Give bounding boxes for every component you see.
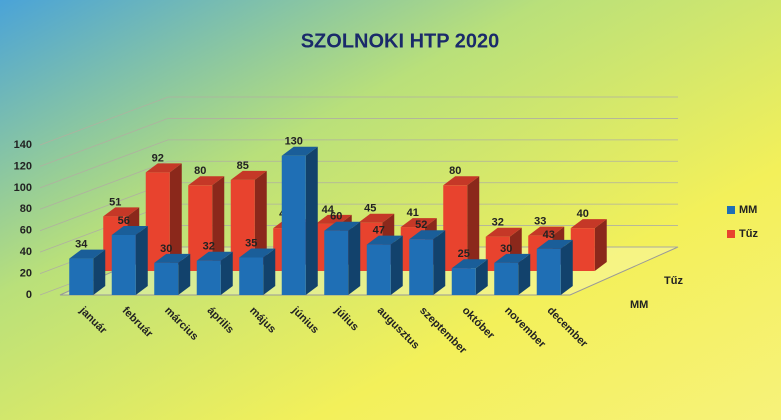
data-label: 80: [194, 165, 206, 177]
data-label: 85: [237, 160, 249, 172]
y-tick-label: 100: [14, 182, 32, 194]
grid-line: [39, 118, 678, 167]
bar: [69, 258, 94, 295]
bar-top: [103, 207, 140, 217]
bar-top: [443, 176, 480, 186]
bar: [111, 235, 136, 295]
bar-side: [390, 235, 403, 295]
legend-label: Tűz: [739, 228, 758, 240]
bar-side: [594, 219, 607, 271]
bar-side: [467, 176, 480, 271]
y-tick-label: 120: [14, 160, 32, 172]
data-label: 45: [364, 203, 376, 215]
data-label: 32: [203, 241, 215, 253]
bar-top: [570, 219, 607, 229]
bar-top: [324, 221, 361, 231]
bar-top: [230, 170, 267, 180]
bar-side: [178, 253, 191, 295]
bar: [451, 268, 476, 295]
data-label: 60: [330, 211, 342, 223]
bar: [570, 228, 595, 271]
data-label: 44: [322, 204, 335, 216]
bar-side: [263, 248, 276, 295]
y-tick-label: 80: [20, 203, 32, 215]
data-label: 34: [75, 238, 88, 250]
bar-side: [93, 249, 106, 295]
bar-top: [315, 214, 352, 224]
depth-label: MM: [630, 299, 648, 311]
legend-swatch: [727, 230, 735, 238]
bar-top: [145, 163, 182, 173]
bar-top: [69, 249, 106, 259]
grid-line: [39, 160, 678, 210]
bar-side: [475, 259, 488, 295]
y-tick-label: 40: [20, 246, 32, 258]
data-label: 30: [160, 243, 172, 255]
y-tick-label: 20: [20, 267, 32, 279]
bar-side: [433, 230, 446, 295]
data-label: 51: [109, 196, 121, 208]
bar-side: [169, 163, 182, 271]
bar-top: [188, 176, 225, 186]
data-label: 41: [407, 207, 419, 219]
bar: [154, 262, 179, 295]
bar: [366, 244, 391, 295]
chart-title: SZOLNOKI HTP 2020: [301, 30, 500, 52]
bar-top: [358, 213, 395, 223]
depth-label: Tűz: [664, 275, 683, 287]
bar-side: [560, 239, 573, 295]
bar-top: [536, 239, 573, 249]
bar-top: [409, 230, 446, 240]
data-label: 40: [577, 208, 589, 220]
legend-swatch: [727, 206, 735, 214]
bar-top: [111, 226, 148, 235]
grid-line: [39, 139, 678, 189]
bar-side: [305, 146, 318, 295]
bar-top: [196, 251, 233, 261]
bar-side: [348, 221, 361, 295]
y-tick-label: 140: [14, 139, 32, 151]
bar: [196, 260, 221, 295]
bar-top: [528, 226, 565, 236]
bar-top: [485, 227, 522, 237]
bar: [281, 155, 306, 295]
data-label: 25: [458, 248, 470, 260]
bar-top: [494, 253, 531, 263]
bar: [239, 257, 264, 295]
bar-top: [451, 259, 488, 269]
data-label: 56: [118, 215, 130, 227]
data-label: 33: [534, 216, 546, 228]
bar-top: [281, 146, 318, 156]
bar-top: [366, 235, 403, 245]
data-label: 32: [492, 217, 504, 229]
data-label: 43: [543, 229, 555, 241]
data-label: 52: [415, 219, 427, 231]
bar: [409, 239, 434, 295]
bar: [324, 230, 349, 295]
bar-top: [154, 253, 191, 263]
bar-side: [212, 176, 225, 271]
bar-side: [220, 251, 233, 295]
data-label: 130: [285, 136, 303, 148]
data-label: 30: [500, 243, 512, 255]
grid-line: [39, 96, 678, 146]
data-label: 80: [449, 165, 461, 177]
bar-top: [239, 248, 276, 258]
bar-top: [400, 218, 437, 228]
bar: [536, 248, 561, 295]
y-tick-label: 0: [26, 289, 32, 301]
data-label: 47: [373, 225, 385, 237]
bar: [443, 185, 468, 271]
bar: [494, 262, 519, 295]
data-label: 35: [245, 237, 257, 249]
bar-side: [518, 253, 531, 295]
data-label: 92: [152, 152, 164, 164]
bar-side: [135, 226, 148, 295]
legend-label: MM: [739, 204, 757, 216]
bar-side: [254, 170, 267, 271]
y-tick-label: 60: [20, 225, 32, 237]
